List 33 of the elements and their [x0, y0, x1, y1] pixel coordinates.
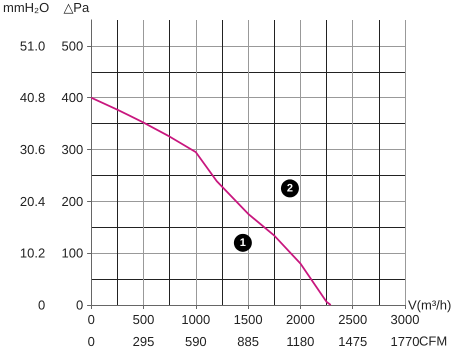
y2-axis-title: mmH₂O	[2, 0, 50, 15]
x-tick-label: 2500	[338, 312, 368, 327]
x-tick-label: 0	[88, 312, 95, 327]
y-tick-label: 500	[62, 38, 84, 54]
y-tick-label: 300	[62, 142, 84, 158]
x2-tick-label: 295	[132, 334, 154, 349]
x-tick-label: 1500	[234, 312, 263, 327]
y-tick-label: 400	[62, 90, 84, 106]
y2-tick-label: 40.8	[20, 90, 46, 106]
x-tick-label: 500	[132, 312, 154, 327]
y-tick-label: 200	[62, 194, 84, 209]
y2-tick-label: 20.4	[20, 194, 46, 209]
y2-tick-label: 10.2	[20, 246, 46, 261]
y2-tick-label: 51.0	[20, 38, 46, 54]
y-tick-label: 100	[62, 246, 84, 261]
annotation: 1	[240, 236, 246, 249]
x2-tick-label: 1770	[390, 334, 420, 349]
y2-tick-label: 0	[38, 298, 46, 312]
y-tick-label: 0	[76, 298, 84, 312]
x2-axis-title: CFM	[419, 334, 448, 348]
x-tick-label: 3000	[390, 312, 420, 327]
x2-tick-label: 885	[237, 334, 259, 349]
x2-tick-label: 1180	[286, 334, 314, 349]
annotation: 2	[286, 182, 294, 194]
x2-tick-label: 1475	[338, 334, 368, 349]
x-tick-label: 1000	[181, 312, 210, 327]
x2-tick-label: 590	[184, 334, 207, 349]
x-tick-label: 2000	[286, 312, 315, 327]
line-series	[90, 96, 332, 306]
x-axis-title: V(m³/h)	[408, 298, 452, 312]
y2-tick-label: 30.6	[20, 142, 46, 158]
y-axis-title: △Pa	[63, 0, 90, 15]
x2-tick-label: 0	[88, 334, 95, 349]
